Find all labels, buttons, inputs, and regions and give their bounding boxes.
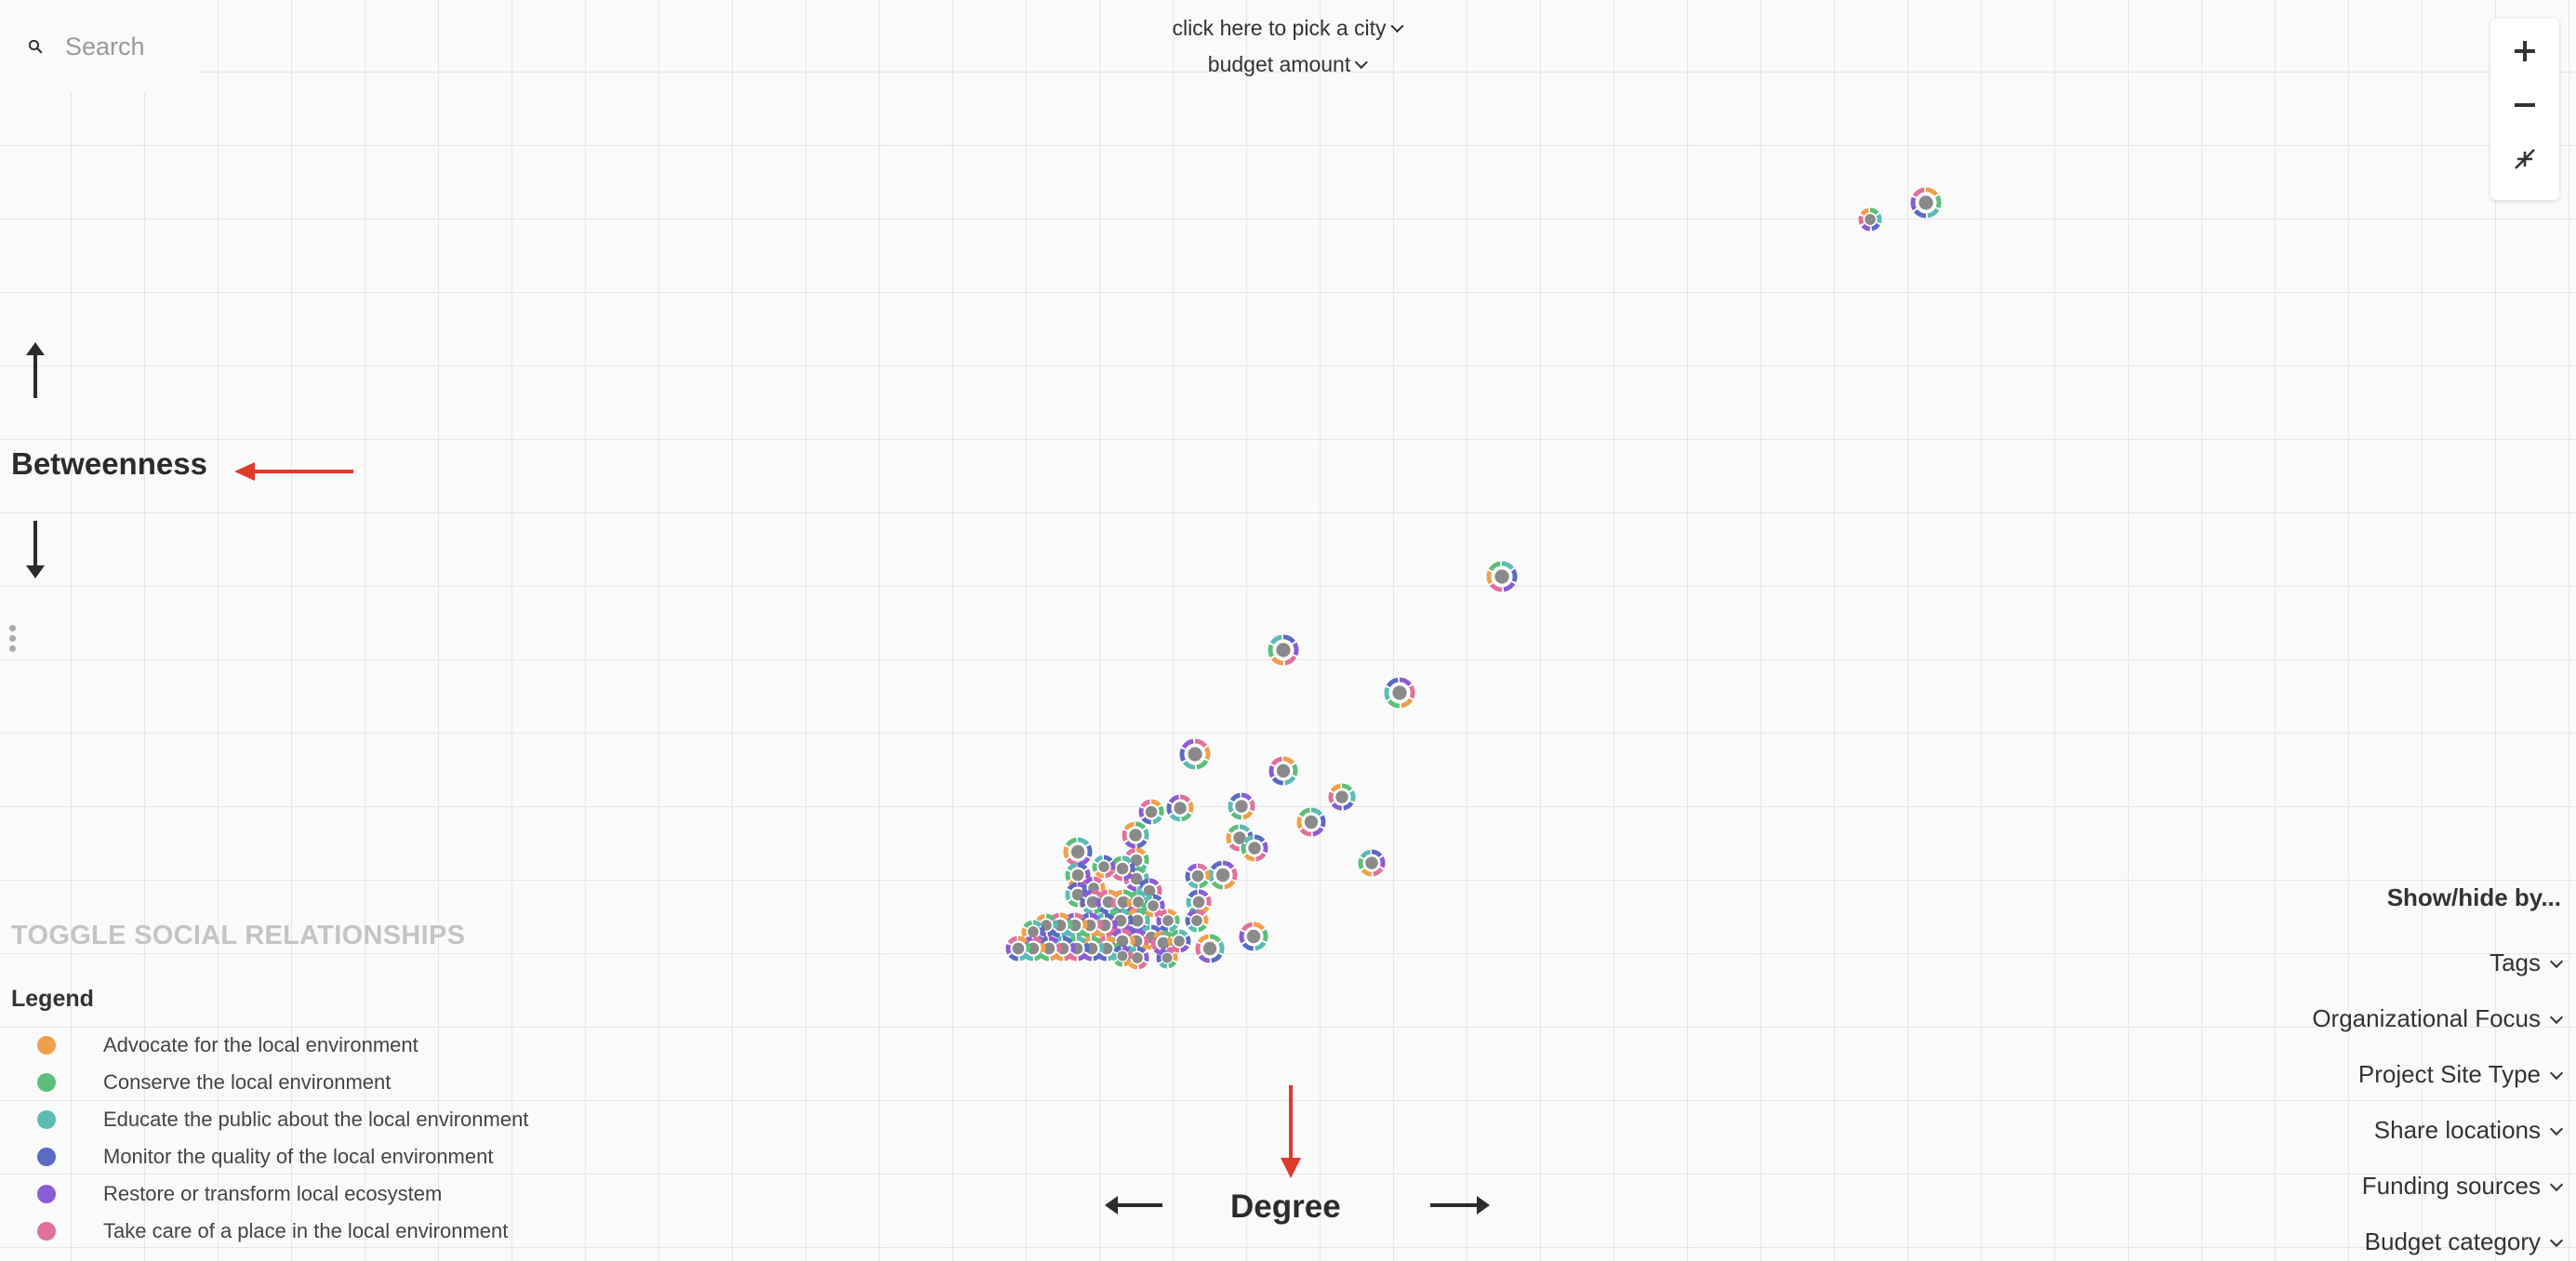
network-node[interactable]: [1241, 834, 1268, 862]
collapse-icon: [2515, 149, 2535, 169]
y-axis-label: Betweenness: [11, 446, 207, 481]
network-node[interactable]: [1208, 860, 1238, 890]
network-node[interactable]: [1186, 889, 1212, 915]
network-node[interactable]: [1005, 936, 1031, 962]
network-node[interactable]: [1910, 187, 1942, 219]
chevron-down-icon: [2549, 1122, 2564, 1136]
arrow-right-icon: [1430, 1196, 1490, 1215]
network-node[interactable]: [1156, 909, 1180, 933]
filter-share-locations[interactable]: Share locations: [2373, 1116, 2564, 1145]
search-input[interactable]: [63, 31, 197, 62]
plus-icon: [2515, 41, 2535, 61]
legend-dot: [37, 1148, 56, 1166]
minus-icon: [2515, 103, 2535, 107]
legend-item: Advocate for the local environment: [37, 1027, 528, 1064]
arrow-up-icon: [26, 342, 45, 398]
chevron-down-icon: [2549, 1177, 2564, 1192]
network-node[interactable]: [1065, 862, 1091, 888]
legend-item-label: Advocate for the local environment: [103, 1033, 418, 1056]
filter-label: Budget category: [2364, 1228, 2541, 1255]
show-hide-title: Show/hide by...: [2386, 883, 2561, 911]
network-node[interactable]: [1384, 677, 1415, 709]
legend-item: Restore or transform local ecosystem: [37, 1175, 528, 1213]
budget-amount-dropdown[interactable]: budget amount: [1207, 52, 1369, 77]
network-node[interactable]: [1195, 934, 1225, 963]
network-node[interactable]: [1166, 794, 1194, 822]
search-icon: [28, 39, 43, 54]
network-node[interactable]: [1239, 922, 1268, 951]
chevron-down-icon: [2549, 1010, 2564, 1025]
legend-item: Educate the public about the local envir…: [37, 1101, 528, 1138]
filter-label: Funding sources: [2361, 1172, 2541, 1200]
x-axis-label: Degree: [1230, 1188, 1341, 1225]
legend-dot: [37, 1036, 56, 1055]
filter-label: Share locations: [2373, 1116, 2541, 1144]
legend-item-label: Restore or transform local ecosystem: [103, 1182, 443, 1205]
legend-dot: [37, 1222, 56, 1241]
chevron-down-icon: [1355, 55, 1369, 70]
filter-organizational-focus[interactable]: Organizational Focus: [2312, 1004, 2564, 1033]
network-node[interactable]: [1185, 863, 1211, 889]
legend-dot: [37, 1073, 56, 1092]
reset-view-button[interactable]: [2490, 132, 2559, 186]
network-node[interactable]: [1358, 849, 1386, 877]
toggle-social-relationships[interactable]: TOGGLE SOCIAL RELATIONSHIPS: [11, 921, 466, 950]
network-node[interactable]: [1228, 792, 1255, 820]
legend-item-label: Take care of a place in the local enviro…: [103, 1219, 509, 1242]
chevron-down-icon: [1390, 19, 1404, 33]
filter-funding-sources[interactable]: Funding sources: [2361, 1172, 2564, 1201]
filter-label: Project Site Type: [2357, 1060, 2541, 1088]
network-node[interactable]: [1122, 821, 1149, 849]
filter-project-site-type[interactable]: Project Site Type: [2357, 1060, 2564, 1089]
arrow-left-icon: [1105, 1196, 1162, 1215]
network-node[interactable]: [1111, 945, 1134, 967]
network-node[interactable]: [1141, 894, 1165, 918]
network-node[interactable]: [1296, 807, 1326, 837]
network-node[interactable]: [1268, 634, 1299, 666]
network-node[interactable]: [1185, 909, 1209, 933]
chevron-down-icon: [2549, 1066, 2564, 1081]
network-node[interactable]: [1021, 920, 1045, 944]
network-node[interactable]: [1858, 207, 1882, 232]
zoom-out-button[interactable]: [2490, 78, 2559, 132]
legend-item-label: Conserve the local environment: [103, 1070, 392, 1094]
network-node[interactable]: [1167, 929, 1191, 953]
network-node[interactable]: [1092, 855, 1116, 879]
drag-handle[interactable]: [9, 625, 17, 656]
zoom-in-button[interactable]: [2490, 24, 2559, 78]
city-picker-label: click here to pick a city: [1172, 16, 1387, 40]
chevron-down-icon: [2549, 954, 2564, 969]
network-node[interactable]: [1328, 783, 1356, 811]
network-node[interactable]: [1268, 756, 1298, 786]
annotation-arrow-down: [1281, 1085, 1301, 1178]
budget-amount-label: budget amount: [1207, 52, 1351, 76]
filter-tags[interactable]: Tags: [2490, 949, 2564, 977]
network-node[interactable]: [1179, 738, 1211, 770]
zoom-controls: [2490, 19, 2559, 200]
legend-item: Conserve the local environment: [37, 1064, 528, 1101]
legend-item: Take care of a place in the local enviro…: [37, 1213, 528, 1250]
legend-dot: [37, 1110, 56, 1129]
filter-label: Tags: [2490, 949, 2541, 976]
legend-item-label: Educate the public about the local envir…: [103, 1108, 529, 1131]
legend-dot: [37, 1185, 56, 1203]
network-node[interactable]: [1486, 561, 1518, 592]
annotation-arrow-left: [234, 462, 353, 481]
city-picker-dropdown[interactable]: click here to pick a city: [1172, 16, 1404, 41]
filter-budget-category[interactable]: Budget category: [2364, 1228, 2564, 1256]
network-node[interactable]: [1063, 837, 1093, 867]
legend-item-label: Monitor the quality of the local environ…: [103, 1145, 494, 1168]
search-box[interactable]: [0, 0, 197, 93]
legend-title: Legend: [11, 986, 94, 1012]
legend-item: Monitor the quality of the local environ…: [37, 1138, 528, 1175]
legend: Advocate for the local environment Conse…: [37, 1027, 528, 1250]
filter-label: Organizational Focus: [2312, 1004, 2541, 1032]
chevron-down-icon: [2549, 1233, 2564, 1248]
network-node[interactable]: [1156, 947, 1178, 969]
arrow-down-icon: [26, 521, 45, 578]
network-node[interactable]: [1138, 799, 1164, 825]
